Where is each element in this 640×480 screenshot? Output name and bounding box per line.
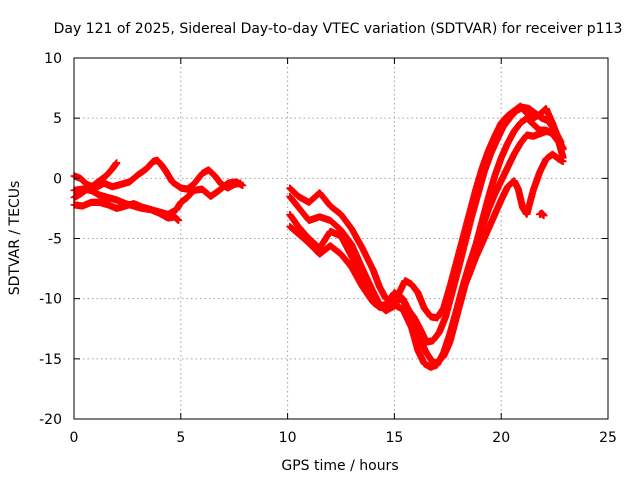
data-point <box>175 216 183 224</box>
y-tick-label: 0 <box>53 171 62 187</box>
x-tick-label: 25 <box>599 430 617 446</box>
x-tick-label: 5 <box>176 430 185 446</box>
series-9 <box>459 150 567 294</box>
y-tick-label: -5 <box>48 232 62 248</box>
y-axis-label: SDTVAR / TECUs <box>7 181 23 296</box>
y-tick-label: -10 <box>39 292 62 308</box>
series-4 <box>70 198 183 224</box>
y-tick-label: 5 <box>53 111 62 127</box>
x-tick-label: 20 <box>492 430 510 446</box>
y-tick-labels: -20 -15 -10 -5 0 5 10 <box>39 51 62 428</box>
y-tick-label: 10 <box>44 51 62 67</box>
data-points <box>70 102 567 371</box>
data-point <box>239 182 247 190</box>
series-8 <box>286 127 567 371</box>
y-tick-label: -15 <box>39 352 62 368</box>
series-2 <box>70 156 245 193</box>
x-tick-labels: 0 5 10 15 20 25 <box>70 430 617 446</box>
series-10 <box>536 209 548 220</box>
x-axis-label: GPS time / hours <box>281 458 398 474</box>
data-point <box>113 159 121 167</box>
series-7 <box>286 114 567 366</box>
x-tick-label: 15 <box>385 430 403 446</box>
chart-title: Day 121 of 2025, Sidereal Day-to-day VTE… <box>54 21 623 37</box>
x-tick-label: 0 <box>70 430 79 446</box>
y-tick-label: -20 <box>39 412 62 428</box>
x-tick-label: 10 <box>279 430 297 446</box>
